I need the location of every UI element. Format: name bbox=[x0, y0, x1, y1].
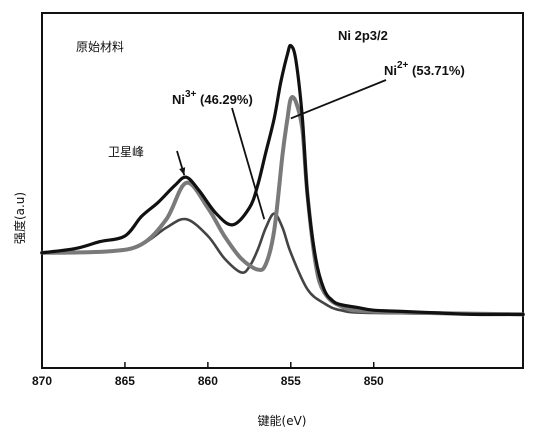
x-axis-title: 键能(eV) bbox=[258, 414, 307, 428]
satellite-label: 卫星峰 bbox=[108, 145, 144, 159]
ni2-pct: (53.71%) bbox=[408, 63, 464, 78]
sample-label: 原始材料 bbox=[76, 40, 124, 54]
x-tick-label: 865 bbox=[115, 374, 135, 388]
ni-2p32-text: Ni 2p3/2 bbox=[338, 28, 388, 43]
series-line-2 bbox=[42, 97, 523, 314]
series-line-0 bbox=[42, 45, 523, 314]
x-tick-label: 870 bbox=[32, 374, 52, 388]
ni3-pct: (46.29%) bbox=[196, 92, 252, 107]
ni2-sup: 2+ bbox=[397, 60, 409, 71]
x-tick-label: 860 bbox=[198, 374, 218, 388]
ni2-label: Ni2+ (53.71%) bbox=[384, 60, 465, 78]
series-group bbox=[42, 45, 523, 314]
x-ticks: 870 865 860 855 850 bbox=[32, 362, 384, 388]
x-tick-label: 850 bbox=[364, 374, 384, 388]
y-axis-title: 强度(a.u) bbox=[12, 192, 27, 244]
x-tick-label: 855 bbox=[281, 374, 301, 388]
satellite-arrow-head bbox=[179, 167, 185, 175]
ni3-base: Ni bbox=[172, 92, 185, 107]
ni2-base: Ni bbox=[384, 63, 397, 78]
series-line-1 bbox=[42, 214, 523, 315]
ni2-leader bbox=[291, 80, 386, 118]
ni3-label: Ni3+ (46.29%) bbox=[172, 89, 253, 107]
ni-2p32-label: Ni 2p3/2 bbox=[338, 28, 388, 43]
ni3-sup: 3+ bbox=[185, 89, 197, 100]
ni3-leader bbox=[232, 108, 264, 219]
